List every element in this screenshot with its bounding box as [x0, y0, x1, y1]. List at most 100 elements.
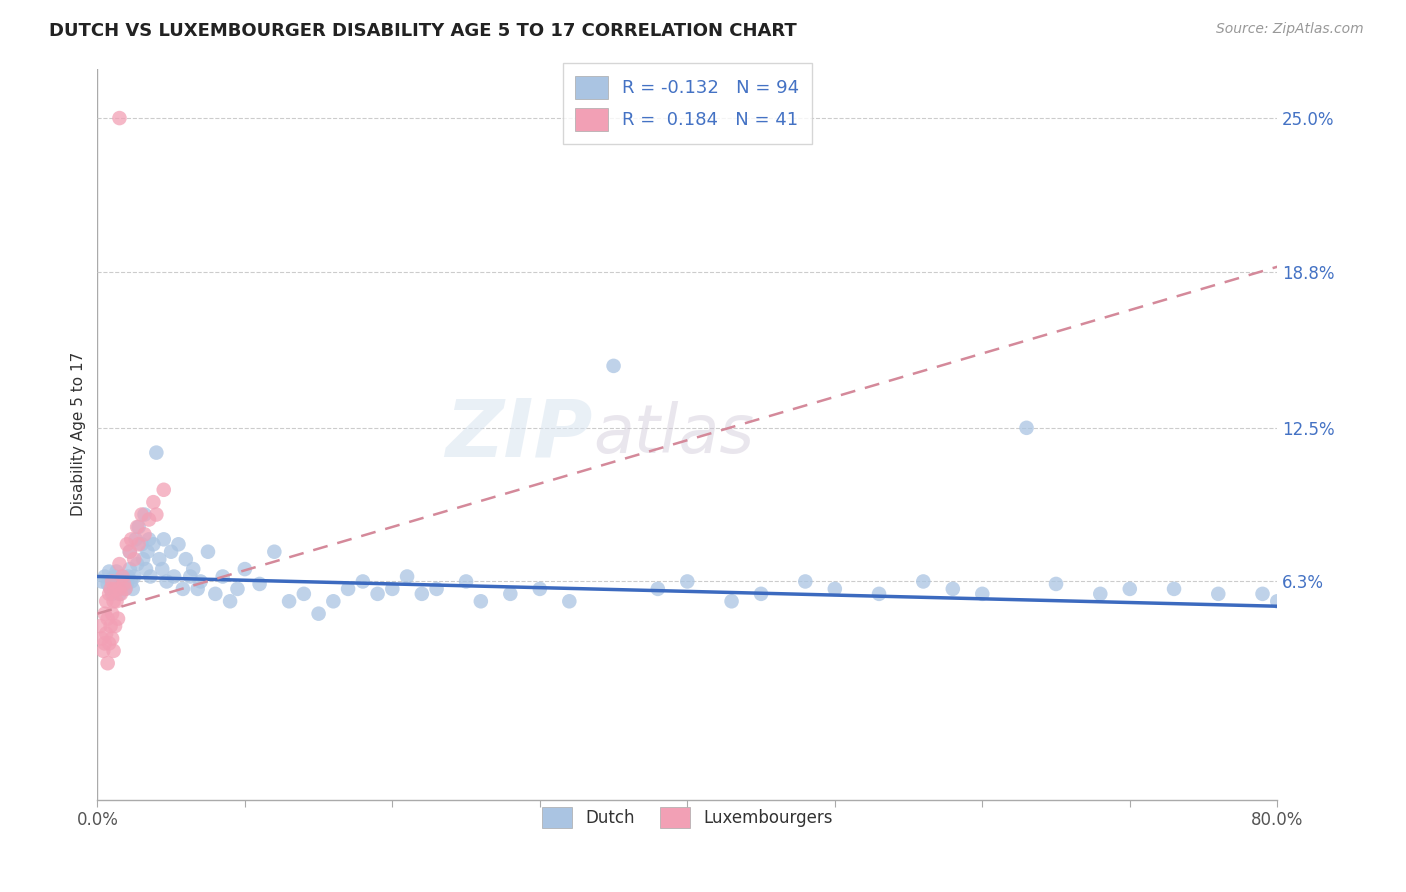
Point: [107, 612, 129, 626]
Point: [97, 577, 120, 591]
Point: [127, 557, 149, 571]
Point: [160, 545, 183, 559]
Point: [187, 582, 209, 596]
Point: [749, 587, 772, 601]
Point: [91, 644, 114, 658]
Point: [105, 594, 128, 608]
Point: [128, 520, 150, 534]
Point: [470, 594, 492, 608]
Point: [138, 512, 160, 526]
Point: [1265, 594, 1288, 608]
Point: [794, 574, 817, 589]
Point: [558, 594, 581, 608]
Point: [352, 574, 374, 589]
Point: [100, 582, 122, 596]
Point: [101, 574, 124, 589]
Point: [105, 577, 128, 591]
Point: [156, 574, 179, 589]
Legend: Dutch, Luxembourgers: Dutch, Luxembourgers: [536, 800, 839, 835]
Point: [114, 582, 136, 596]
Point: [128, 537, 150, 551]
Point: [824, 582, 846, 596]
Point: [118, 545, 141, 559]
Point: [1045, 577, 1067, 591]
Point: [676, 574, 699, 589]
Point: [118, 562, 141, 576]
Point: [90, 632, 112, 646]
Point: [103, 574, 125, 589]
Point: [100, 619, 122, 633]
Point: [145, 508, 167, 522]
Point: [117, 569, 139, 583]
Point: [249, 577, 271, 591]
Point: [337, 582, 360, 596]
Point: [529, 582, 551, 596]
Point: [322, 594, 344, 608]
Point: [367, 587, 389, 601]
Point: [120, 533, 142, 547]
Point: [107, 574, 129, 589]
Point: [112, 577, 135, 591]
Y-axis label: Disability Age 5 to 17: Disability Age 5 to 17: [72, 352, 86, 516]
Point: [197, 545, 219, 559]
Point: [105, 565, 128, 579]
Point: [100, 582, 122, 596]
Point: [115, 577, 138, 591]
Point: [96, 626, 118, 640]
Point: [108, 582, 131, 596]
Point: [1163, 582, 1185, 596]
Point: [454, 574, 477, 589]
Point: [127, 520, 149, 534]
Point: [101, 572, 124, 586]
Point: [134, 527, 156, 541]
Point: [96, 594, 118, 608]
Point: [101, 632, 124, 646]
Point: [134, 508, 156, 522]
Point: [152, 533, 174, 547]
Point: [136, 545, 159, 559]
Text: DUTCH VS LUXEMBOURGER DISABILITY AGE 5 TO 17 CORRELATION CHART: DUTCH VS LUXEMBOURGER DISABILITY AGE 5 T…: [49, 22, 797, 40]
Point: [263, 545, 285, 559]
Point: [111, 569, 134, 583]
Point: [278, 594, 301, 608]
Point: [912, 574, 935, 589]
Point: [114, 582, 136, 596]
Point: [131, 537, 153, 551]
Point: [720, 594, 742, 608]
Point: [110, 574, 132, 589]
Point: [179, 569, 201, 583]
Point: [110, 587, 132, 601]
Point: [120, 574, 142, 589]
Point: [972, 587, 994, 601]
Point: [118, 545, 141, 559]
Point: [108, 557, 131, 571]
Point: [211, 569, 233, 583]
Point: [115, 572, 138, 586]
Point: [499, 587, 522, 601]
Point: [97, 612, 120, 626]
Point: [152, 483, 174, 497]
Point: [1119, 582, 1142, 596]
Point: [1206, 587, 1229, 601]
Point: [98, 587, 121, 601]
Point: [396, 569, 419, 583]
Point: [98, 636, 121, 650]
Point: [101, 607, 124, 621]
Point: [1090, 587, 1112, 601]
Point: [122, 552, 145, 566]
Point: [602, 359, 624, 373]
Point: [108, 587, 131, 601]
Point: [1015, 421, 1038, 435]
Point: [174, 552, 197, 566]
Point: [868, 587, 890, 601]
Point: [308, 607, 330, 621]
Point: [93, 636, 115, 650]
Point: [108, 582, 131, 596]
Point: [142, 495, 165, 509]
Point: [163, 569, 186, 583]
Point: [121, 582, 143, 596]
Point: [103, 594, 125, 608]
Point: [97, 657, 120, 671]
Point: [145, 445, 167, 459]
Point: [125, 533, 148, 547]
